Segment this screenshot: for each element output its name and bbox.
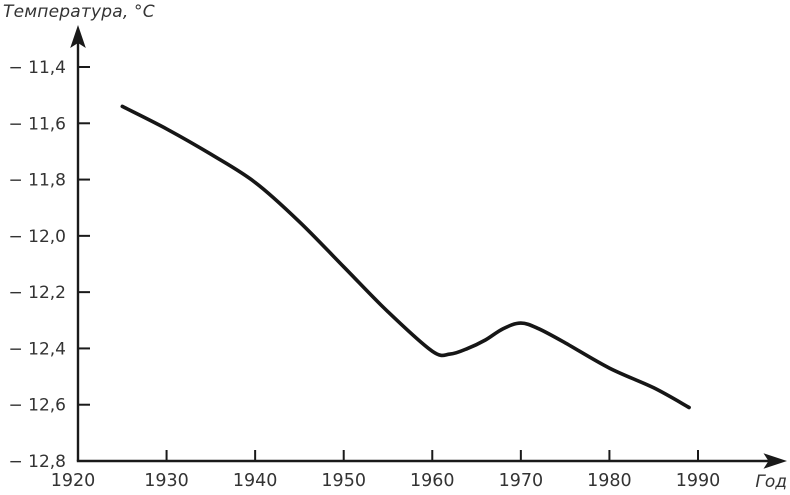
y-axis-tick-label: − 12,6: [9, 396, 67, 416]
y-axis-tick-label: − 11,8: [9, 171, 67, 191]
x-axis-tick-label: 1920: [51, 471, 96, 491]
y-axis-arrow-icon: [70, 25, 86, 48]
x-axis-title: Год: [755, 472, 787, 492]
y-axis-tick-label: − 12,8: [9, 452, 67, 472]
x-axis-tick-label: 1940: [233, 471, 278, 491]
temperature-curve: [120, 104, 691, 410]
x-axis-tick-label: 1930: [144, 471, 189, 491]
x-axis-arrow-icon: [763, 453, 787, 469]
y-axis-tick-label: − 12,2: [9, 283, 67, 303]
x-axis-tick-label: 1950: [321, 471, 366, 491]
y-axis-tick-label: − 11,6: [9, 114, 67, 134]
chart-title: Температура, °С: [3, 2, 155, 22]
y-axis-tick-label: − 11,4: [9, 58, 67, 78]
x-axis-tick-label: 1980: [587, 471, 632, 491]
x-axis-tick-label: 1990: [676, 471, 721, 491]
y-axis-tick-label: − 12,0: [9, 227, 67, 247]
y-axis-tick-label: − 12,4: [9, 339, 67, 359]
x-axis-tick-label: 1960: [410, 471, 455, 491]
x-axis-tick-label: 1970: [499, 471, 544, 491]
